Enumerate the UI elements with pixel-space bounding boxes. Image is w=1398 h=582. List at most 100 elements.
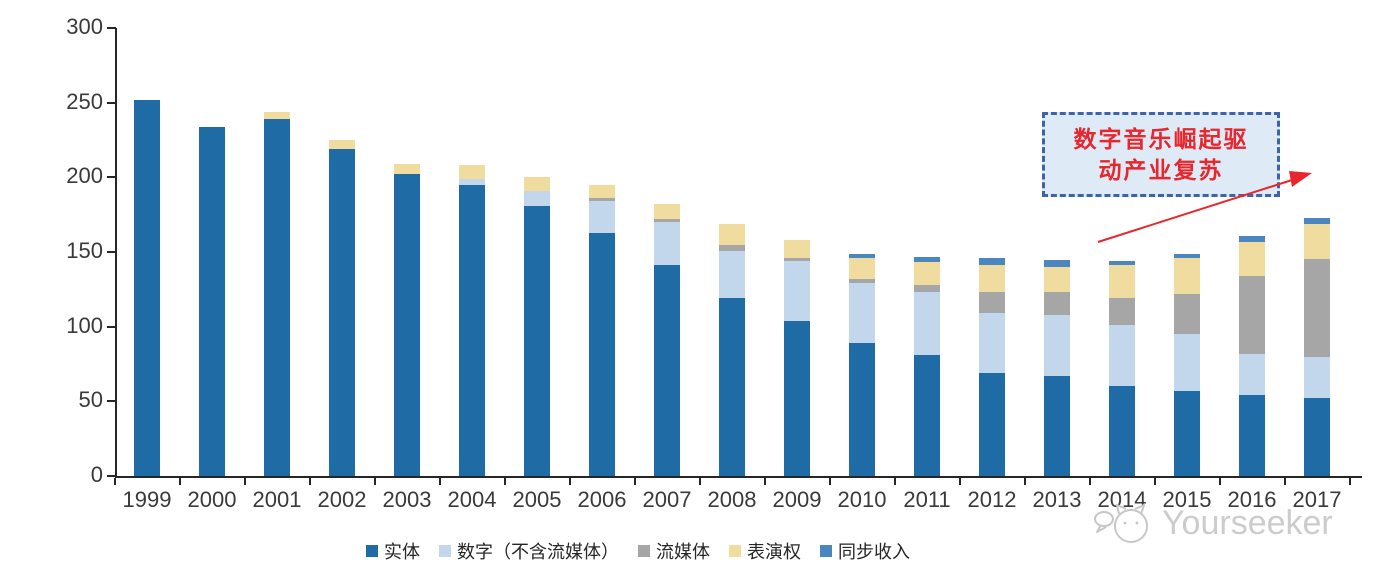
bar-2011 bbox=[914, 256, 940, 476]
legend-item: 表演权 bbox=[729, 538, 801, 564]
bar-segment bbox=[329, 140, 355, 149]
x-tick-label: 2009 bbox=[772, 487, 822, 512]
bar-2007 bbox=[654, 204, 680, 476]
bar-segment bbox=[1044, 314, 1070, 376]
bar-2015 bbox=[1174, 253, 1200, 476]
legend-label: 表演权 bbox=[747, 542, 801, 562]
x-tick-label: 2016 bbox=[1227, 487, 1277, 512]
y-axis-tick bbox=[107, 27, 116, 29]
bar-segment bbox=[1304, 356, 1330, 399]
bar-segment bbox=[719, 298, 745, 476]
bar-segment bbox=[914, 292, 940, 356]
bar-segment bbox=[719, 244, 745, 251]
bar-segment bbox=[914, 256, 940, 263]
bar-segment bbox=[394, 163, 420, 175]
bar-segment bbox=[1239, 275, 1265, 354]
x-axis-tick bbox=[699, 478, 701, 485]
bar-segment bbox=[979, 258, 1005, 266]
y-axis-line bbox=[115, 28, 117, 478]
y-tick-label: 50 bbox=[78, 387, 103, 413]
x-axis-tick bbox=[1349, 478, 1351, 485]
bar-2001 bbox=[264, 111, 290, 476]
bar-segment bbox=[589, 232, 615, 476]
bar-segment bbox=[1109, 265, 1135, 299]
bar-2012 bbox=[979, 258, 1005, 476]
bar-segment bbox=[1044, 292, 1070, 315]
y-axis-tick bbox=[107, 475, 116, 477]
annotation-line-2: 动产业复苏 bbox=[1098, 156, 1224, 183]
legend-label: 数字（不含流媒体） bbox=[457, 542, 619, 562]
bar-segment bbox=[1109, 386, 1135, 476]
bar-segment bbox=[719, 250, 745, 299]
x-tick-label: 2012 bbox=[967, 487, 1017, 512]
bar-segment bbox=[784, 260, 810, 321]
x-tick-label: 2013 bbox=[1032, 487, 1082, 512]
x-tick-label: 2003 bbox=[382, 487, 432, 512]
legend-item: 流媒体 bbox=[638, 538, 710, 564]
chart-legend: 实体 数字（不含流媒体） 流媒体 表演权 同步收入 bbox=[366, 538, 910, 564]
legend-item: 同步收入 bbox=[820, 538, 910, 564]
bar-2004 bbox=[459, 165, 485, 476]
x-axis-tick bbox=[309, 478, 311, 485]
x-axis-tick bbox=[764, 478, 766, 485]
x-axis-tick bbox=[959, 478, 961, 485]
bar-segment bbox=[1304, 259, 1330, 357]
annotation-line-1: 数字音乐崛起驱 bbox=[1073, 125, 1249, 152]
x-tick-label: 2007 bbox=[642, 487, 692, 512]
bar-segment bbox=[654, 219, 680, 223]
watermark: Yourseeker bbox=[1092, 500, 1333, 546]
x-axis-tick bbox=[634, 478, 636, 485]
bar-segment bbox=[654, 265, 680, 476]
bar-segment bbox=[589, 184, 615, 199]
legend-swatch bbox=[439, 545, 451, 557]
x-axis-tick bbox=[1154, 478, 1156, 485]
bar-segment bbox=[329, 148, 355, 476]
bar-segment bbox=[134, 99, 160, 476]
y-tick-label: 0 bbox=[90, 462, 103, 487]
bar-segment bbox=[524, 190, 550, 206]
bar-segment bbox=[1109, 261, 1135, 266]
bar-segment bbox=[1174, 334, 1200, 391]
bar-segment bbox=[1304, 217, 1330, 224]
bar-segment bbox=[784, 320, 810, 476]
bar-segment bbox=[459, 165, 485, 179]
x-axis-tick bbox=[439, 478, 441, 485]
x-tick-label: 1999 bbox=[122, 487, 172, 512]
bar-segment bbox=[589, 201, 615, 233]
bar-segment bbox=[914, 284, 940, 293]
bar-segment bbox=[784, 240, 810, 258]
bar-segment bbox=[1044, 259, 1070, 267]
bar-segment bbox=[914, 262, 940, 285]
bar-segment bbox=[849, 258, 875, 279]
bar-segment bbox=[979, 313, 1005, 373]
bar-segment bbox=[784, 258, 810, 261]
bar-2006 bbox=[589, 184, 615, 476]
legend-item: 实体 bbox=[366, 538, 420, 564]
legend-item: 数字（不含流媒体） bbox=[439, 538, 619, 564]
bar-segment bbox=[1239, 395, 1265, 476]
bar-2002 bbox=[329, 140, 355, 476]
x-tick-label: 2000 bbox=[187, 487, 237, 512]
bar-segment bbox=[199, 126, 225, 476]
x-axis-tick bbox=[894, 478, 896, 485]
bar-segment bbox=[1174, 390, 1200, 476]
y-axis-tick bbox=[107, 176, 116, 179]
cat-logo-icon bbox=[1094, 504, 1148, 543]
bar-segment bbox=[1174, 258, 1200, 294]
bar-segment bbox=[849, 343, 875, 476]
bar-segment bbox=[654, 222, 680, 266]
bar-2003 bbox=[394, 163, 420, 476]
y-tick-label: 150 bbox=[66, 238, 103, 263]
x-axis-line bbox=[115, 476, 1362, 478]
bar-segment bbox=[849, 278, 875, 284]
x-axis-tick bbox=[1284, 478, 1286, 485]
x-tick-label: 2006 bbox=[577, 487, 627, 512]
bar-2000 bbox=[199, 126, 225, 476]
bar-segment bbox=[459, 184, 485, 476]
plot-area: 0 50 100 150 200 250 300 1999 2000 2001 2002 2003 2… bbox=[66, 14, 1362, 512]
legend-swatch bbox=[366, 545, 378, 557]
bar-2017 bbox=[1304, 217, 1330, 476]
bar-2013 bbox=[1044, 259, 1070, 476]
legend-label: 同步收入 bbox=[838, 542, 910, 562]
